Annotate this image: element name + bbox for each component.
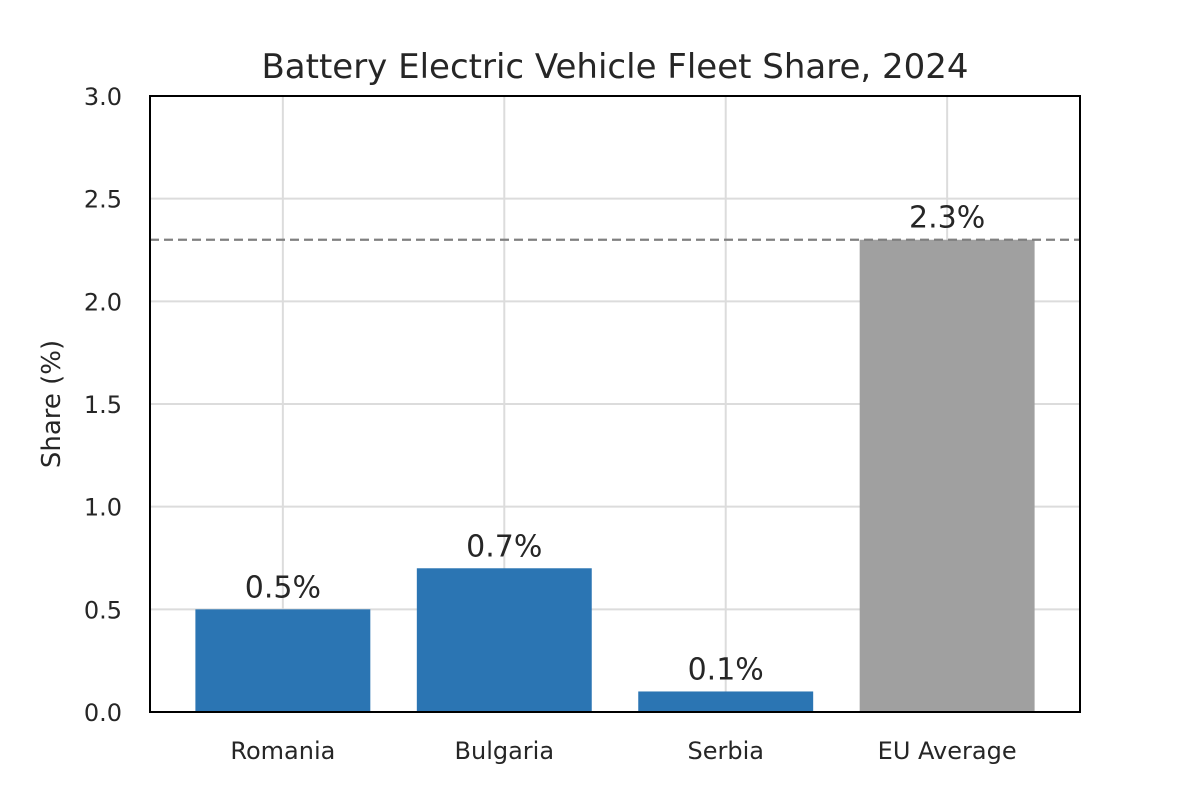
bar-bulgaria (416, 568, 592, 712)
bar-romania (195, 609, 371, 712)
bar-serbia (638, 691, 814, 712)
data-label: 2.3% (909, 201, 985, 236)
y-tick-label: 1.0 (84, 494, 122, 522)
data-labels-layer: 0.5% 0.7% 0.1% 2.3% (245, 201, 986, 688)
y-tick-label: 3.0 (84, 83, 122, 111)
x-tick-label: EU Average (878, 737, 1017, 765)
x-tick-label: Romania (230, 737, 335, 765)
y-axis-label: Share (%) (37, 340, 67, 468)
bars-layer (195, 239, 1035, 712)
data-label: 0.5% (245, 570, 321, 605)
y-tick-label: 1.5 (84, 391, 122, 419)
y-tick-label: 0.5 (84, 596, 122, 624)
ticks-layer: 0.0 0.5 1.0 1.5 2.0 2.5 3.0 Romania Bulgaria Serb… (84, 83, 1017, 765)
x-tick-label: Serbia (687, 737, 763, 765)
y-tick-label: 0.0 (84, 699, 122, 727)
chart-title: Battery Electric Vehicle Fleet Share, 20… (261, 47, 968, 87)
y-tick-label: 2.0 (84, 288, 122, 316)
x-tick-label: Bulgaria (455, 737, 555, 765)
y-tick-label: 2.5 (84, 186, 122, 214)
bar-eu-average (859, 239, 1035, 712)
plot-frame (149, 95, 1081, 713)
data-label: 0.7% (466, 529, 542, 564)
data-label: 0.1% (688, 652, 764, 687)
